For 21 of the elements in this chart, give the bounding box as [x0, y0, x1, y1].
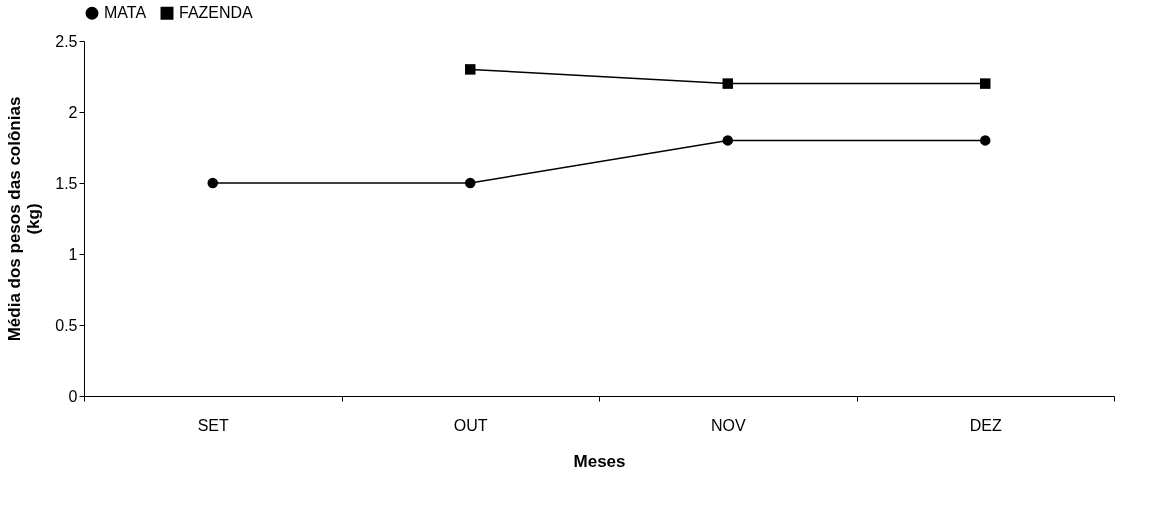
y-tick-label: 0 [68, 387, 78, 405]
point [465, 64, 476, 75]
x-tick-label: SET [197, 416, 230, 434]
y-axis-title: Média dos pesos das colônias (kg) [5, 96, 44, 342]
point [980, 78, 991, 89]
point [722, 135, 733, 146]
point [980, 135, 991, 146]
point [465, 177, 476, 189]
x-tick-label: NOV [710, 416, 746, 434]
legend-label: FAZENDA [179, 4, 254, 22]
x-axis-title: Meses [573, 451, 626, 471]
point [207, 177, 218, 189]
x-tick-label: DEZ [969, 416, 1002, 434]
y-tick-label: 1 [68, 245, 78, 263]
y-tick-label: 0.5 [55, 316, 78, 334]
point [722, 78, 733, 89]
y-tick-label: 2 [68, 103, 78, 121]
y-tick-label: 2.5 [55, 32, 78, 50]
x-tick-label: OUT [453, 416, 488, 434]
legend-label: MATA [104, 4, 147, 22]
y-tick-label: 1.5 [55, 174, 78, 192]
